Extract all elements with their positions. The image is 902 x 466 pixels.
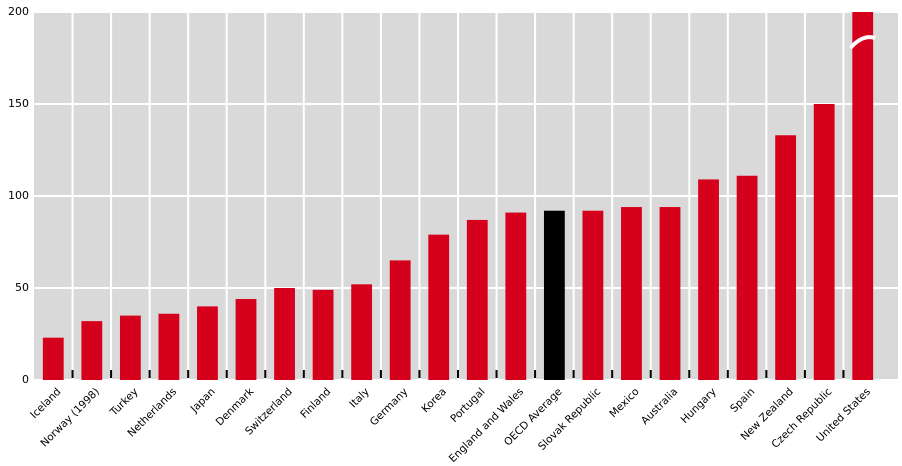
bar	[274, 288, 295, 380]
x-tick-label: Italy	[347, 386, 372, 411]
bar	[543, 210, 565, 380]
x-tick-label: Spain	[728, 386, 757, 415]
bar	[197, 306, 218, 380]
y-tick-label: 50	[15, 281, 29, 294]
bar	[698, 179, 719, 380]
x-tick-label: Hungary	[679, 386, 719, 426]
bar	[235, 299, 257, 380]
y-tick-label: 0	[22, 373, 29, 386]
bar	[81, 321, 103, 380]
bar	[158, 313, 180, 380]
bar	[42, 337, 64, 380]
x-tick-label: Turkey	[107, 386, 140, 419]
axis-break	[848, 35, 876, 50]
bar	[736, 175, 758, 380]
y-tick-label: 150	[8, 97, 29, 110]
x-tick-label: Mexico	[607, 386, 641, 420]
bar	[775, 135, 797, 380]
bar	[428, 234, 450, 380]
bar	[813, 104, 835, 380]
x-tick-label: Portugal	[448, 386, 487, 425]
bar	[351, 284, 373, 380]
x-tick-label: Japan	[188, 386, 218, 416]
x-tick-label: Finland	[298, 386, 333, 421]
x-tick-label: England and Wales	[447, 386, 526, 465]
bar	[852, 12, 874, 380]
x-tick-label: Iceland	[28, 386, 63, 421]
y-tick-label: 200	[8, 5, 29, 18]
x-tick-label: Germany	[368, 386, 411, 429]
bar	[659, 207, 681, 380]
bar	[389, 260, 411, 380]
bar	[621, 207, 642, 380]
y-tick-label: 100	[8, 189, 29, 202]
bar	[466, 219, 488, 380]
x-tick-label: Australia	[639, 386, 680, 427]
bar	[312, 289, 334, 380]
bar	[119, 315, 141, 380]
x-tick-label: Korea	[419, 386, 449, 416]
bar	[505, 212, 527, 380]
bar	[582, 210, 604, 380]
